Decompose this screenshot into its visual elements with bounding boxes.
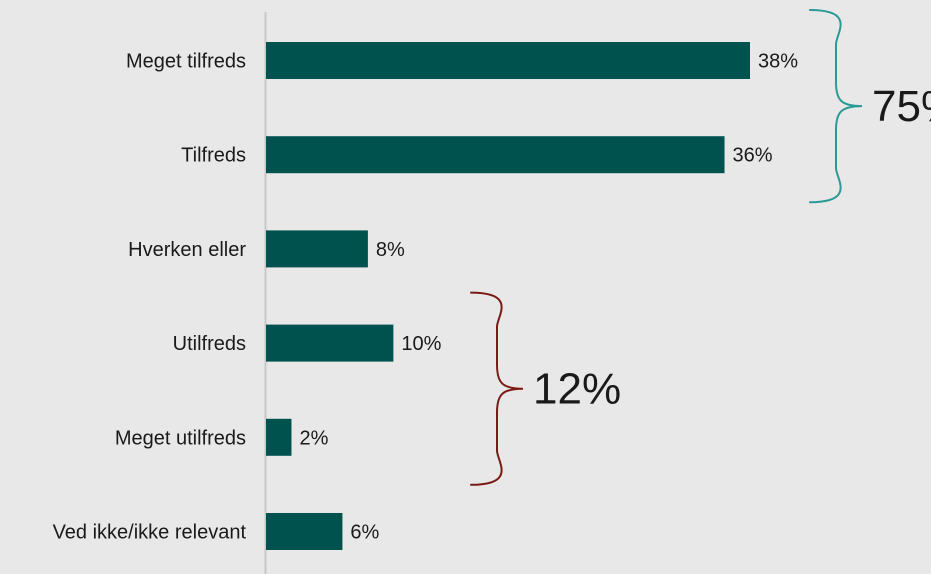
value-label: 8%: [376, 239, 405, 261]
bar: [266, 42, 750, 79]
group-total-label: 12%: [533, 365, 621, 414]
category-label: Utilfreds: [173, 333, 246, 355]
bar: [266, 513, 343, 550]
category-label: Meget tilfreds: [126, 51, 246, 73]
bars-layer: Meget tilfreds 38% Tilfreds 36% Hverken elle…: [53, 42, 798, 550]
value-label: 6%: [350, 522, 379, 544]
bar: [266, 136, 725, 174]
group-brace: [470, 291, 524, 486]
bar: [266, 418, 292, 456]
bar: [266, 230, 368, 268]
category-label: Hverken eller: [128, 239, 246, 261]
group-brace: [809, 9, 863, 204]
value-label: 38%: [758, 51, 798, 73]
value-label: 2%: [299, 427, 328, 449]
category-label: Ved ikke/ikke relevant: [53, 522, 247, 544]
value-label: 10%: [401, 333, 441, 355]
category-label: Tilfreds: [181, 145, 246, 167]
group-braces-layer: 75% 12%: [470, 9, 931, 486]
value-label: 36%: [733, 145, 773, 167]
bar: [266, 324, 394, 362]
group-total-label: 75%: [872, 82, 931, 131]
category-label: Meget utilfreds: [115, 427, 246, 449]
